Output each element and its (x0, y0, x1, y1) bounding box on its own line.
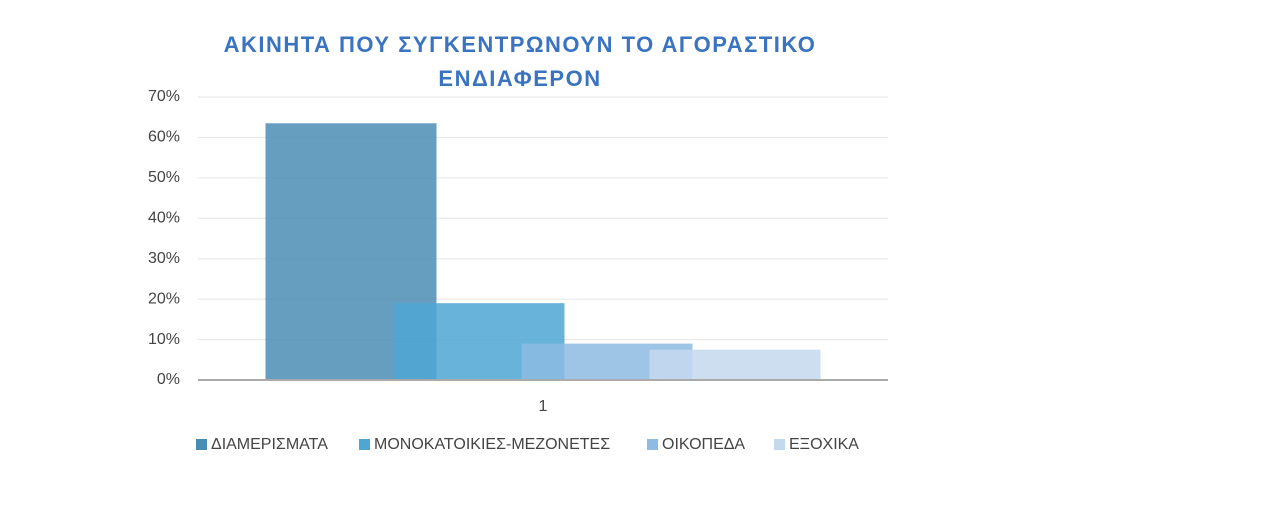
y-tick-label: 40% (148, 210, 180, 227)
legend-label: ΜΟΝΟΚΑΤΟΙΚΙΕΣ-ΜΕΖΟΝΕΤΕΣ (374, 436, 610, 453)
y-tick-label: 30% (148, 250, 180, 267)
legend-swatch (774, 439, 785, 450)
y-tick-label: 50% (148, 169, 180, 186)
y-tick-label: 10% (148, 331, 180, 348)
legend-label: ΟΙΚΟΠΕΔΑ (662, 436, 745, 453)
chart-title: ΑΚΙΝΗΤΑ ΠΟΥ ΣΥΓΚΕΝΤΡΩΝΟΥΝ ΤΟ ΑΓΟΡΑΣΤΙΚΟ … (223, 32, 817, 91)
y-tick-label: 20% (148, 290, 180, 307)
legend-label: ΔΙΑΜΕΡΙΣΜΑΤΑ (211, 436, 328, 453)
legend-label: ΕΞΟΧΙΚΑ (789, 436, 859, 453)
y-tick-label: 60% (148, 129, 180, 146)
y-tick-label: 0% (157, 371, 180, 388)
legend-swatch (196, 439, 207, 450)
x-tick-label: 1 (539, 398, 548, 415)
legend-swatch (647, 439, 658, 450)
legend-swatch (359, 439, 370, 450)
y-tick-label: 70% (148, 88, 180, 105)
bar (649, 349, 821, 380)
